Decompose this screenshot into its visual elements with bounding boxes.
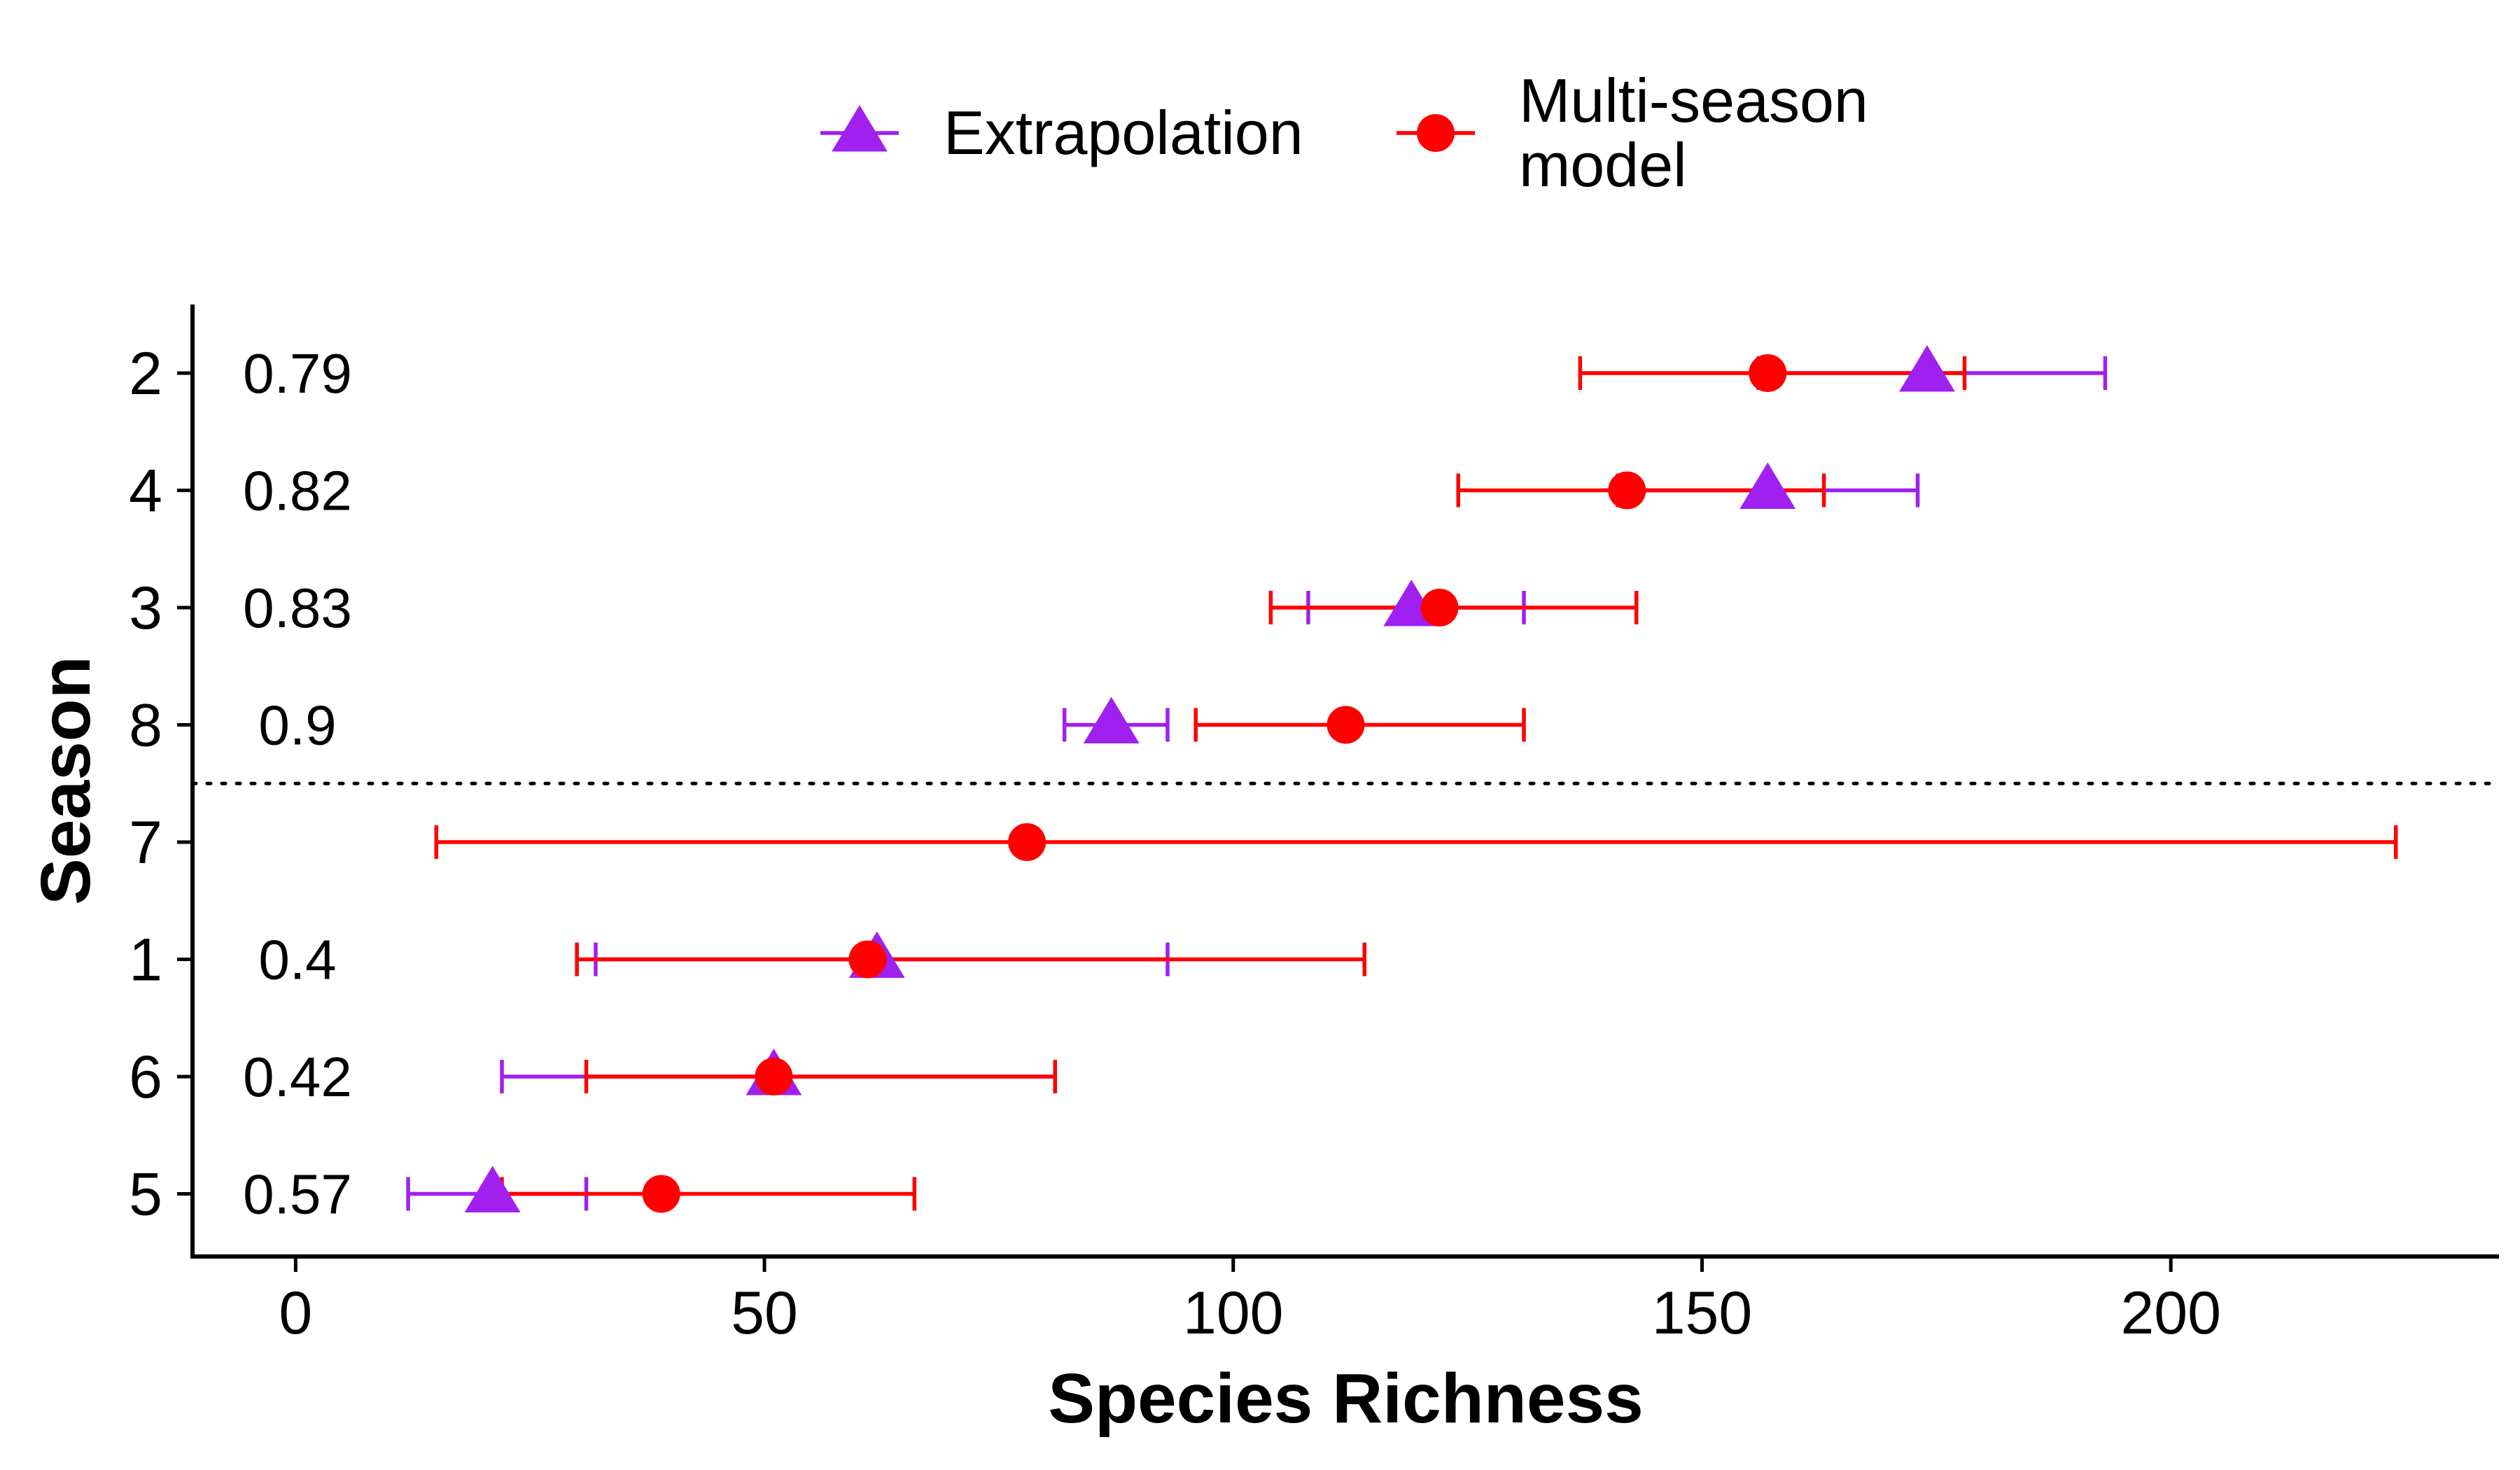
r-value-label: 0.82 (243, 460, 352, 522)
axes: 0 50 100 150 200 2 4 3 8 7 1 6 5 (129, 304, 2499, 1347)
legend-label: Multi-season (1519, 66, 1868, 135)
x-tick-label: 100 (1183, 1280, 1284, 1347)
r-value-label: 0.4 (258, 929, 336, 991)
legend-label: model (1519, 130, 1687, 200)
r-value-annotations: 0.79 0.82 0.83 0.9 0.4 0.42 0.57 (243, 342, 352, 1226)
markers-multi-season-model (642, 354, 1787, 1213)
y-tick-label: 6 (129, 1044, 162, 1111)
circle-icon (1417, 114, 1455, 152)
r-value-label: 0.79 (243, 342, 352, 405)
legend-label: Extrapolation (944, 98, 1303, 167)
markers-extrapolation (464, 345, 1955, 1212)
circle-point (1008, 823, 1046, 861)
circle-point (1749, 354, 1787, 392)
y-tick-label: 7 (129, 809, 162, 876)
triangle-point (1740, 462, 1796, 509)
x-tick-label: 200 (2120, 1280, 2221, 1347)
r-value-label: 0.83 (243, 577, 352, 639)
x-tick-label: 50 (731, 1280, 798, 1347)
x-tick-label: 150 (1652, 1280, 1753, 1347)
triangle-point (1899, 345, 1955, 392)
circle-point (848, 940, 887, 979)
legend-item-extrapolation: Extrapolation (820, 98, 1303, 167)
circle-point (1420, 589, 1459, 626)
circle-point (642, 1175, 680, 1213)
y-tick-label: 5 (129, 1161, 162, 1228)
y-tick-label: 2 (129, 340, 162, 407)
y-tick-label: 4 (129, 458, 162, 525)
y-tick-label: 8 (129, 692, 162, 760)
circle-point (1326, 706, 1365, 744)
x-axis-title: Species Richness (1048, 1359, 1643, 1438)
r-value-label: 0.42 (243, 1046, 352, 1108)
r-value-label: 0.9 (258, 694, 336, 757)
triangle-point (1083, 696, 1140, 743)
y-tick-label: 3 (129, 575, 162, 642)
triangle-point (464, 1166, 521, 1212)
data-marks (406, 345, 2398, 1213)
x-tick-label: 0 (279, 1280, 312, 1347)
y-tick-label: 1 (129, 927, 162, 994)
circle-point (755, 1058, 793, 1096)
y-axis-title: Season (27, 656, 105, 905)
r-value-label: 0.57 (243, 1163, 352, 1226)
circle-point (1608, 471, 1646, 510)
triangle-icon (832, 105, 888, 152)
